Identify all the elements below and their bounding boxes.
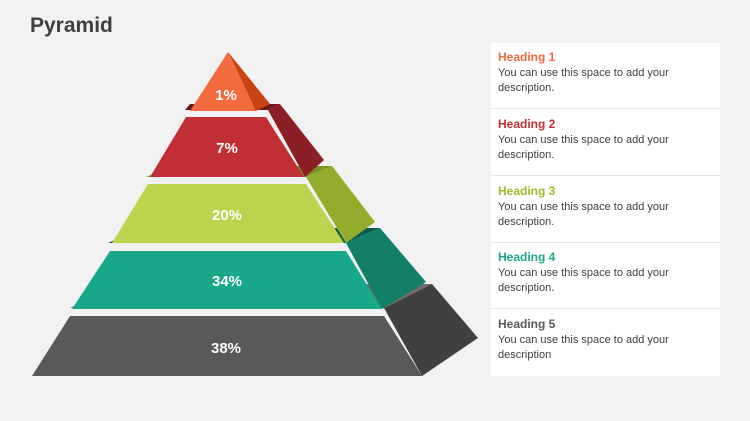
- list-item: Heading 5 You can use this space to add …: [491, 310, 720, 376]
- layer-4-front: [72, 251, 382, 309]
- list-item: Heading 1 You can use this space to add …: [491, 43, 720, 109]
- page-title: Pyramid: [30, 14, 113, 37]
- layer-3-label: 20%: [212, 207, 242, 224]
- item-description: You can use this space to add your descr…: [498, 334, 669, 361]
- layer-5-label: 38%: [211, 340, 241, 357]
- layer-3-front: [112, 184, 344, 243]
- description-panel: Heading 1 You can use this space to add …: [491, 43, 720, 376]
- layer-1-side: [228, 52, 270, 111]
- item-description: You can use this space to add your descr…: [498, 67, 669, 94]
- layer-5-side: [384, 284, 478, 376]
- layer-3-side: [306, 166, 375, 243]
- item-heading: Heading 1: [498, 50, 556, 64]
- layer-5-front: [32, 316, 422, 376]
- layer-4-label: 34%: [212, 273, 242, 290]
- layer-2-side: [268, 104, 324, 177]
- list-item: Heading 4 You can use this space to add …: [491, 243, 720, 309]
- item-description: You can use this space to add your descr…: [498, 201, 669, 228]
- item-description: You can use this space to add your descr…: [498, 267, 669, 294]
- item-description: You can use this space to add your descr…: [498, 134, 669, 161]
- layer-4-side: [346, 228, 426, 309]
- item-heading: Heading 3: [498, 184, 556, 198]
- layer-1-front: [190, 52, 256, 111]
- item-heading: Heading 5: [498, 317, 556, 331]
- list-item: Heading 3 You can use this space to add …: [491, 177, 720, 243]
- layer-2-label: 7%: [216, 140, 238, 157]
- list-item: Heading 2 You can use this space to add …: [491, 110, 720, 176]
- layer-3: 20%: [112, 166, 375, 243]
- layer-2-front: [150, 117, 304, 177]
- layer-1: 1%: [190, 52, 270, 111]
- item-heading: Heading 2: [498, 117, 556, 131]
- layer-1-label: 1%: [215, 87, 237, 104]
- item-heading: Heading 4: [498, 250, 556, 264]
